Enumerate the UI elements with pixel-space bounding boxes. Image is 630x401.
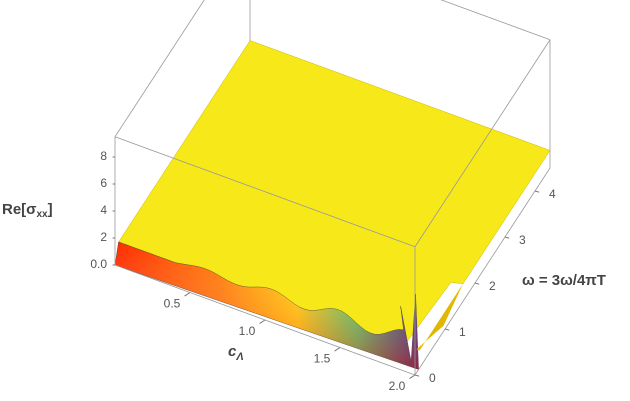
box-edge [414,167,551,376]
tick-label: 1.5 [314,352,331,366]
x-label-sub: Λ [235,351,243,363]
y-axis-label: ω = 3ω/4πT [522,272,606,289]
tick-label: 8 [100,149,107,163]
z-label-main: Re[σ [2,201,36,218]
tick-mark [474,282,480,285]
x-label-main: c [228,343,237,360]
tick-mark [534,190,540,193]
tick-mark [409,374,416,380]
tick-label: 2 [489,279,496,293]
tick-mark [259,319,266,325]
tick-label: 3 [519,233,526,247]
z-axis-label: Re[σxx] [2,201,53,220]
box-edge [414,39,551,247]
tick-mark [414,374,420,377]
box-edge [114,136,416,248]
surface-front-shade [115,241,419,370]
tick-mark [504,236,510,239]
tick-label: 2.0 [389,379,406,393]
box-edge [440,0,551,41]
tick-label: 4 [549,187,556,201]
z-label-end: ] [48,201,53,218]
tick-label: 2 [100,230,107,244]
z-label-sub: xx [36,209,48,220]
box-edge [114,0,205,137]
tick-label: 1 [459,325,466,339]
tick-label: 0 [429,371,436,385]
tick-mark [184,292,191,297]
tick-label: 0.0 [90,257,107,271]
x-axis-label: cΛ [228,343,244,363]
surface-plane [118,40,551,346]
tick-label: 0.5 [164,297,181,311]
tick-mark [444,328,450,331]
tick-label: 1.0 [239,324,256,338]
tick-label: 4 [100,203,107,217]
tick-mark [334,347,341,352]
tick-label: 6 [100,176,107,190]
